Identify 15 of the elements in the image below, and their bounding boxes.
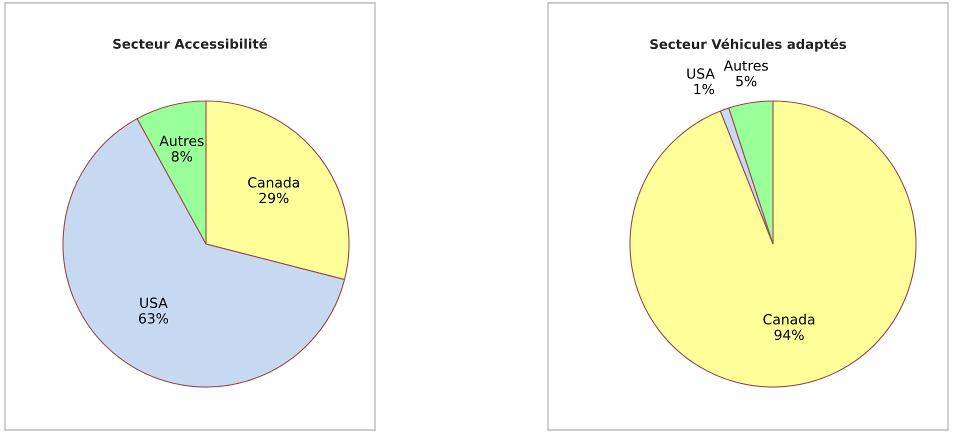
slice-label: USA <box>687 68 715 79</box>
data-label: 63% <box>138 313 168 324</box>
pie-slice <box>629 100 917 388</box>
slice-label: USA <box>140 298 168 308</box>
slice-label: Autres <box>159 136 204 146</box>
data-label: 94% <box>774 330 804 340</box>
chart-title: Secteur Véhicules adaptés <box>650 38 846 52</box>
slice-label: Canada <box>248 176 299 188</box>
data-label: 8% <box>172 151 192 162</box>
data-label: 1% <box>694 84 714 94</box>
slice-label: Autres <box>724 60 768 71</box>
chart-title: Secteur Accessibilité <box>113 38 268 49</box>
data-label: 5% <box>736 76 756 86</box>
data-label: 29% <box>259 192 288 204</box>
slice-label: Canada <box>763 314 814 325</box>
